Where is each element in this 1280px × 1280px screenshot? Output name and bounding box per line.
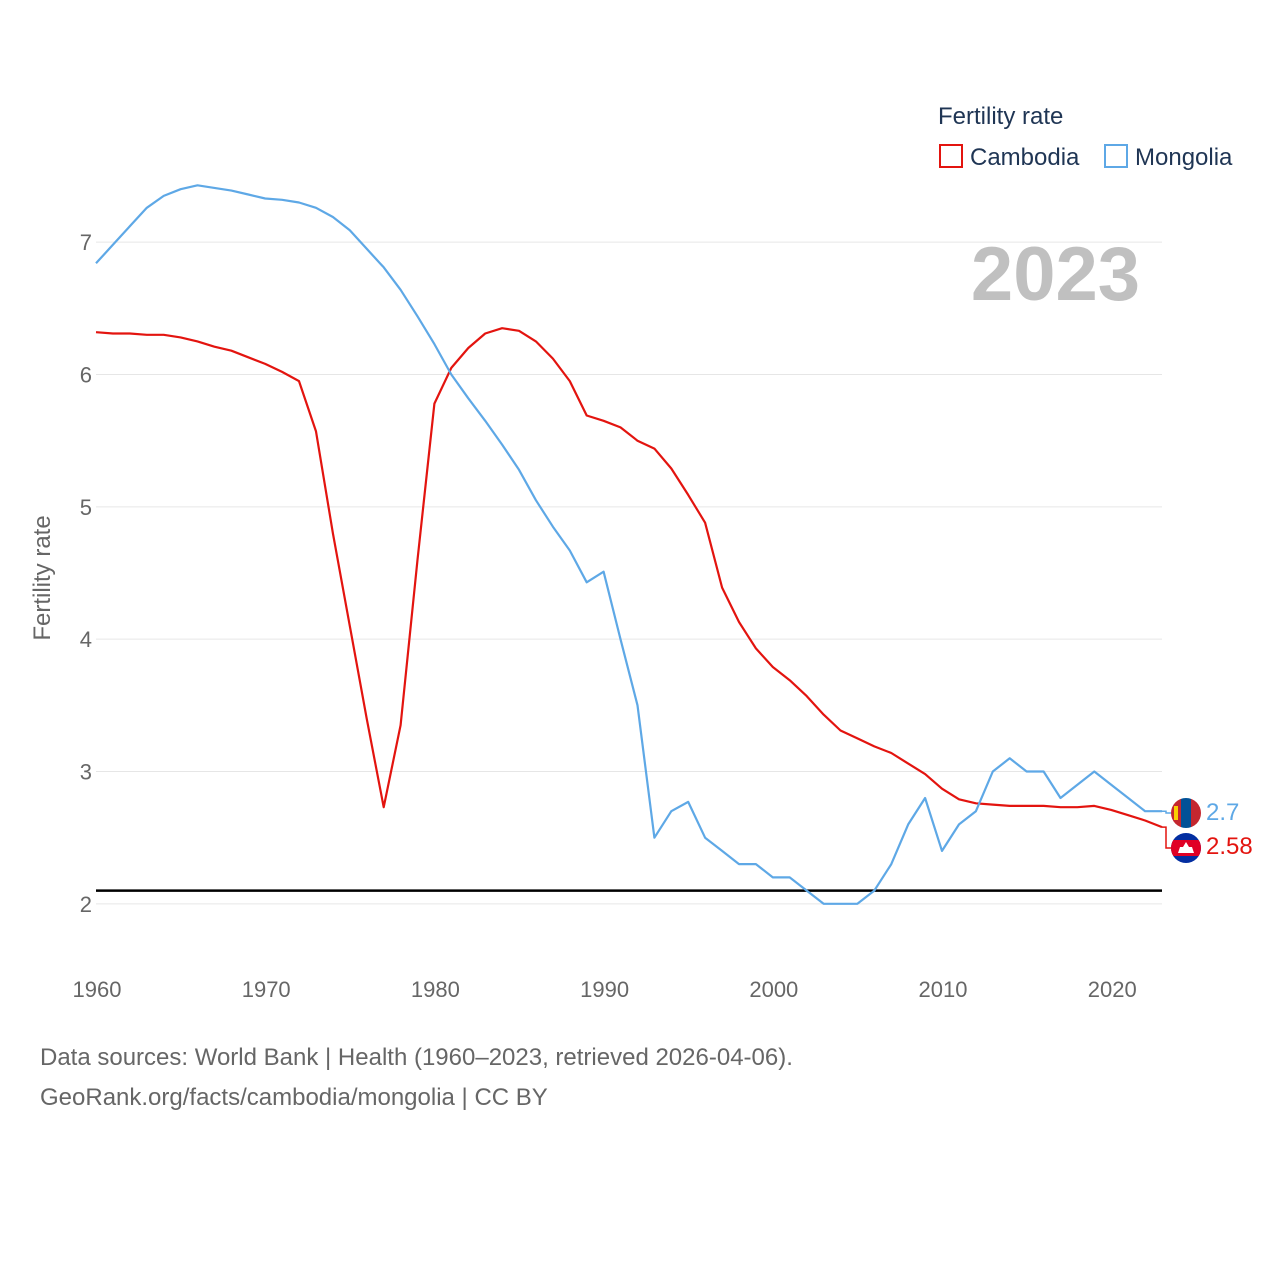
x-tick-label-1970: 1970 xyxy=(242,977,291,1002)
y-axis-ticks: 2 3 4 5 6 7 xyxy=(80,230,92,917)
x-axis-ticks: 1960 1970 1980 1990 2000 2010 2020 xyxy=(73,977,1137,1002)
legend-swatch-cambodia xyxy=(939,144,963,168)
x-tick-label-2000: 2000 xyxy=(749,977,798,1002)
x-tick-label-1990: 1990 xyxy=(580,977,629,1002)
series-line-cambodia xyxy=(95,327,1163,829)
mongolia-end-connector xyxy=(1162,810,1172,814)
y-tick-label-4: 4 xyxy=(80,627,92,652)
series-line-mongolia xyxy=(95,184,1162,905)
x-tick-label-1960: 1960 xyxy=(73,977,122,1002)
legend-label-cambodia: Cambodia xyxy=(970,144,1080,171)
cambodia-end-connector xyxy=(1162,826,1172,849)
mongolia-flag-icon xyxy=(1171,798,1201,828)
current-year-label: 2023 xyxy=(971,232,1140,317)
mongolia-end-marker: 2.7 xyxy=(1162,798,1239,828)
x-tick-label-1980: 1980 xyxy=(411,977,460,1002)
x-tick-label-2010: 2010 xyxy=(919,977,968,1002)
y-axis-label: Fertility rate xyxy=(29,515,56,640)
legend-swatch-mongolia xyxy=(1104,144,1128,168)
y-tick-label-2: 2 xyxy=(80,892,92,917)
footer-credit: GeoRank.org/facts/cambodia/mongolia | CC… xyxy=(40,1084,548,1111)
series-lines xyxy=(95,184,1163,905)
gridlines xyxy=(96,241,1162,905)
mongolia-end-value: 2.7 xyxy=(1206,799,1239,826)
y-tick-label-6: 6 xyxy=(80,363,92,388)
legend-title: Fertility rate xyxy=(938,103,1063,130)
cambodia-flag-icon xyxy=(1171,833,1201,863)
cambodia-end-marker: 2.58 xyxy=(1162,826,1253,863)
cambodia-end-value: 2.58 xyxy=(1206,833,1253,860)
legend-label-mongolia: Mongolia xyxy=(1135,144,1233,171)
y-tick-label-7: 7 xyxy=(80,230,92,255)
footer-sources: Data sources: World Bank | Health (1960–… xyxy=(40,1044,793,1071)
y-tick-label-5: 5 xyxy=(80,495,92,520)
x-tick-label-2020: 2020 xyxy=(1088,977,1137,1002)
y-tick-label-3: 3 xyxy=(80,760,92,785)
legend: Fertility rate Cambodia Mongolia xyxy=(938,103,1233,171)
